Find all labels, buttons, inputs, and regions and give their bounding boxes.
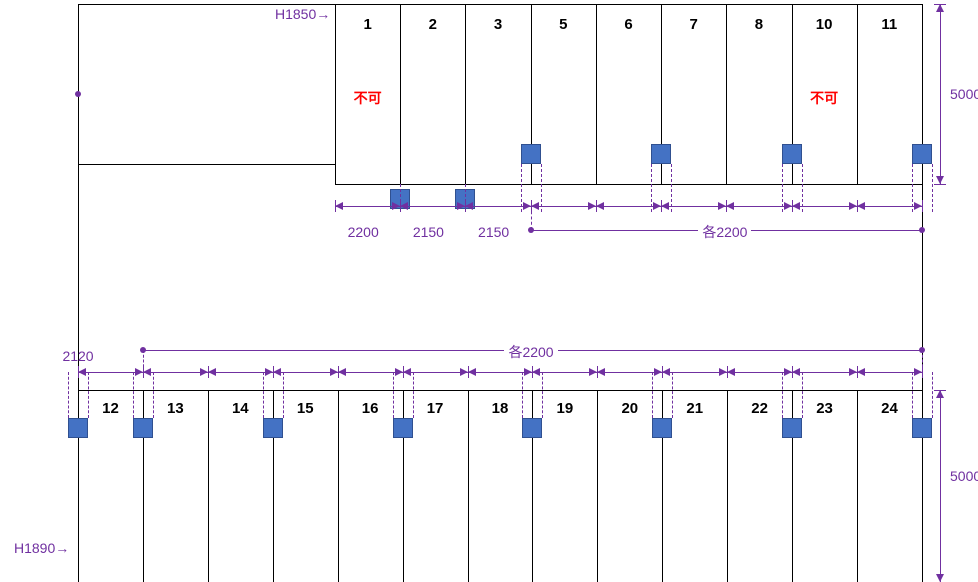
lower-span-label: 各2200 <box>504 342 557 362</box>
upper-slot-11-label: 11 <box>857 16 922 33</box>
upper-pillar-1 <box>651 144 671 164</box>
upper-pillar-2 <box>782 144 802 164</box>
left-wall-point <box>75 91 81 97</box>
lower-pillar-7 <box>912 418 932 438</box>
lower-pillar-2 <box>263 418 283 438</box>
upper-slot-10-label: 10 <box>792 16 857 33</box>
upper-slot-5-label: 5 <box>531 16 596 33</box>
lower-pillar-0 <box>68 418 88 438</box>
upper-dim-0: 2200 <box>348 224 379 240</box>
upper-depth-label: 5000 <box>950 86 978 102</box>
upper-slot-1-label: 1 <box>335 16 400 33</box>
upper-dim-1: 2150 <box>413 224 444 240</box>
upper-slot-1-status: 不可 <box>335 88 400 108</box>
lower-pillar-3 <box>393 418 413 438</box>
upper-slot-3-label: 3 <box>465 16 530 33</box>
upper-slot-7-label: 7 <box>661 16 726 33</box>
lower-pillar-4 <box>522 418 542 438</box>
upper-pillar-0 <box>521 144 541 164</box>
lower-pillar-1 <box>133 418 153 438</box>
upper-slot-8-label: 8 <box>726 16 791 33</box>
lower-height-label: H1890→ <box>14 540 69 556</box>
parking-layout-diagram: 1 不可 23567810 不可 11 H1850→ 2200 2150 2150 各2200 50… <box>0 0 978 582</box>
lower-depth-label: 5000 <box>950 468 978 484</box>
lower-pillar-5 <box>652 418 672 438</box>
upper-slot-6-label: 6 <box>596 16 661 33</box>
lower-first-dim: 2120 <box>62 348 93 364</box>
lower-pillar-6 <box>782 418 802 438</box>
upper-span-label: 各2200 <box>698 222 751 242</box>
upper-dim-2: 2150 <box>478 224 509 240</box>
upper-slot-2-label: 2 <box>400 16 465 33</box>
upper-pillar-3 <box>912 144 932 164</box>
upper-slot-10-status: 不可 <box>792 88 857 108</box>
upper-height-label: H1850→ <box>275 6 330 22</box>
